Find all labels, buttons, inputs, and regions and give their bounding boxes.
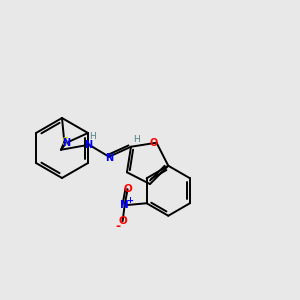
Text: N: N xyxy=(62,138,70,148)
Text: +: + xyxy=(126,196,133,205)
Text: N: N xyxy=(120,200,129,210)
Text: -: - xyxy=(115,220,120,233)
Text: O: O xyxy=(149,138,158,148)
Text: N: N xyxy=(84,140,92,150)
Text: O: O xyxy=(123,184,132,194)
Text: S: S xyxy=(61,137,68,147)
Text: H: H xyxy=(134,135,140,144)
Text: O: O xyxy=(118,216,127,226)
Text: N: N xyxy=(105,153,113,163)
Text: H: H xyxy=(90,132,96,141)
